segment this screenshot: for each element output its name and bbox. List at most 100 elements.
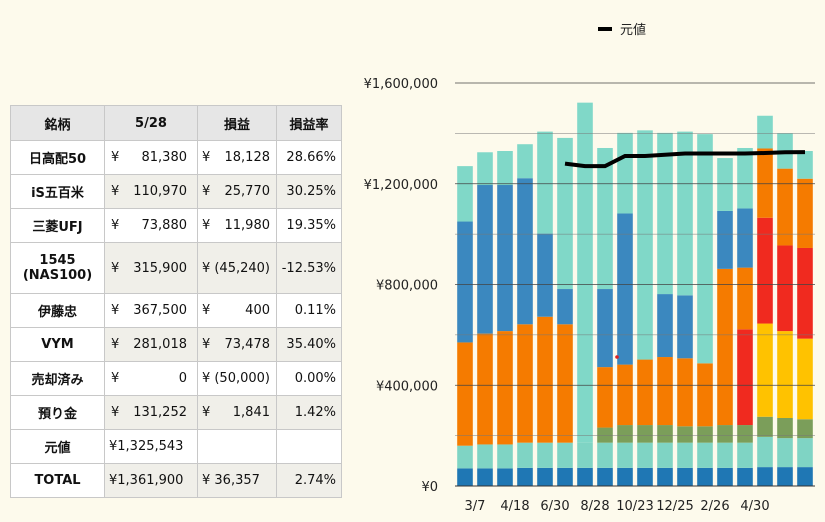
- row-rate: 0.11%: [276, 293, 342, 328]
- row-pl: ¥18,128: [197, 140, 277, 175]
- bar-segment: [457, 166, 473, 222]
- bar-segment: [497, 468, 513, 486]
- x-tick-label: 8/28: [580, 499, 609, 514]
- yen-sign: ¥: [202, 260, 211, 276]
- bar-segment: [777, 438, 793, 468]
- bar-segment: [657, 294, 673, 358]
- row-pl: ¥ (50,000): [197, 361, 277, 396]
- value-amount: 367,500: [133, 303, 187, 318]
- y-tick-label: ¥800,000: [376, 279, 438, 294]
- yen-sign: ¥: [202, 405, 211, 420]
- bar-segment: [657, 467, 673, 486]
- total-value: ¥1,361,900: [104, 463, 198, 498]
- row-value: ¥73,880: [104, 208, 198, 243]
- bar-segment: [777, 245, 793, 332]
- bar-segment: [477, 333, 493, 445]
- pl-amount: 1,841: [232, 405, 270, 420]
- bar-segment: [677, 426, 693, 443]
- bar-segment: [577, 102, 593, 443]
- row-name-text: 売却済み: [31, 373, 84, 388]
- bar-segment: [797, 338, 813, 420]
- bar-segment: [797, 151, 813, 179]
- bar-segment: [797, 178, 813, 248]
- row-name-text: 1545: [39, 253, 76, 268]
- bar-segment: [757, 217, 773, 324]
- row-value: ¥0: [104, 361, 198, 396]
- bar-segment: [697, 426, 713, 443]
- bar-segment: [597, 147, 613, 290]
- bar-segment: [737, 467, 753, 486]
- x-tick-label: 2/26: [700, 499, 729, 514]
- motone-pl-empty: [197, 429, 277, 464]
- header-rate: 損益率: [276, 105, 342, 141]
- bar-segment: [557, 467, 573, 486]
- bar-segment: [757, 416, 773, 437]
- pl-amount: 11,980: [224, 218, 271, 233]
- bar-segment: [617, 364, 633, 426]
- y-tick-label: ¥1,200,000: [364, 178, 438, 193]
- pl-amount: (50,000): [214, 371, 270, 386]
- row-value: ¥281,018: [104, 327, 198, 362]
- value-amount: 131,252: [133, 405, 187, 420]
- bar-segment: [637, 442, 653, 468]
- row-name: 三菱UFJ: [10, 208, 105, 243]
- bar-segment: [477, 185, 493, 334]
- total-name: TOTAL: [10, 463, 105, 498]
- bar-segment: [657, 357, 673, 426]
- bar-segment: [617, 442, 633, 468]
- yen-sign: ¥: [111, 371, 120, 386]
- bar-segment: [677, 358, 693, 427]
- pl-amount: 18,128: [224, 150, 271, 165]
- legend-label: 元値: [620, 22, 646, 38]
- holdings-table: 銘柄 5/28 損益 損益率 日高配50 ¥81,380 ¥18,128 28.66%…: [10, 105, 342, 498]
- bar-segment: [737, 208, 753, 268]
- row-rate: 28.66%: [276, 140, 342, 175]
- row-value: ¥81,380: [104, 140, 198, 175]
- bar-segment: [717, 210, 733, 269]
- x-tick-label: 10/23: [616, 499, 653, 514]
- bar-segment: [557, 442, 573, 468]
- row-pl: ¥400: [197, 293, 277, 328]
- y-tick-label: ¥0: [421, 480, 438, 495]
- bar-segment: [517, 144, 533, 179]
- table-row: 売却済み ¥0 ¥ (50,000) 0.00%: [10, 361, 342, 396]
- row-name-text: 預り金: [37, 407, 77, 422]
- header-name: 銘柄: [10, 105, 105, 141]
- pl-amount: 25,770: [224, 184, 271, 199]
- bar-segment: [477, 468, 493, 486]
- bar-segment: [457, 221, 473, 343]
- bar-segment: [657, 425, 673, 443]
- pl-amount: (45,240): [214, 260, 270, 276]
- bar-segment: [677, 131, 693, 296]
- bar-segment: [697, 442, 713, 468]
- motone-line: [564, 150, 806, 169]
- bar-segment: [657, 442, 673, 468]
- bar-segment: [557, 289, 573, 325]
- row-rate: 30.25%: [276, 174, 342, 209]
- bar-segment: [697, 134, 713, 364]
- row-name: 売却済み: [10, 361, 105, 396]
- bar-segment: [797, 419, 813, 439]
- row-value: ¥367,500: [104, 293, 198, 328]
- row-value: ¥315,900: [104, 242, 198, 294]
- table-body: 日高配50 ¥81,380 ¥18,128 28.66% iS五百米 ¥110,970 ¥2…: [10, 140, 342, 498]
- bar-segment: [757, 115, 773, 149]
- x-tick-label: 6/30: [540, 499, 569, 514]
- bar-segment: [757, 148, 773, 218]
- row-name-text: iS五百米: [31, 186, 84, 201]
- value-amount: 0: [178, 371, 187, 386]
- bar-segment: [777, 168, 793, 246]
- bar-segment: [457, 445, 473, 469]
- bar-segment: [617, 425, 633, 443]
- row-name: 預り金: [10, 395, 105, 430]
- bar-segment: [777, 331, 793, 418]
- bar-segment: [597, 367, 613, 428]
- row-name: 1545 (NAS100): [10, 242, 105, 294]
- table-row-total: TOTAL ¥1,361,900 ¥ 36,357 2.74%: [10, 463, 342, 498]
- bar-segment: [757, 467, 773, 486]
- value-amount: 81,380: [141, 150, 188, 165]
- bar-segment: [617, 467, 633, 486]
- value-amount: 281,018: [133, 337, 187, 352]
- row-rate: -12.53%: [276, 242, 342, 294]
- bar-segment: [537, 442, 553, 468]
